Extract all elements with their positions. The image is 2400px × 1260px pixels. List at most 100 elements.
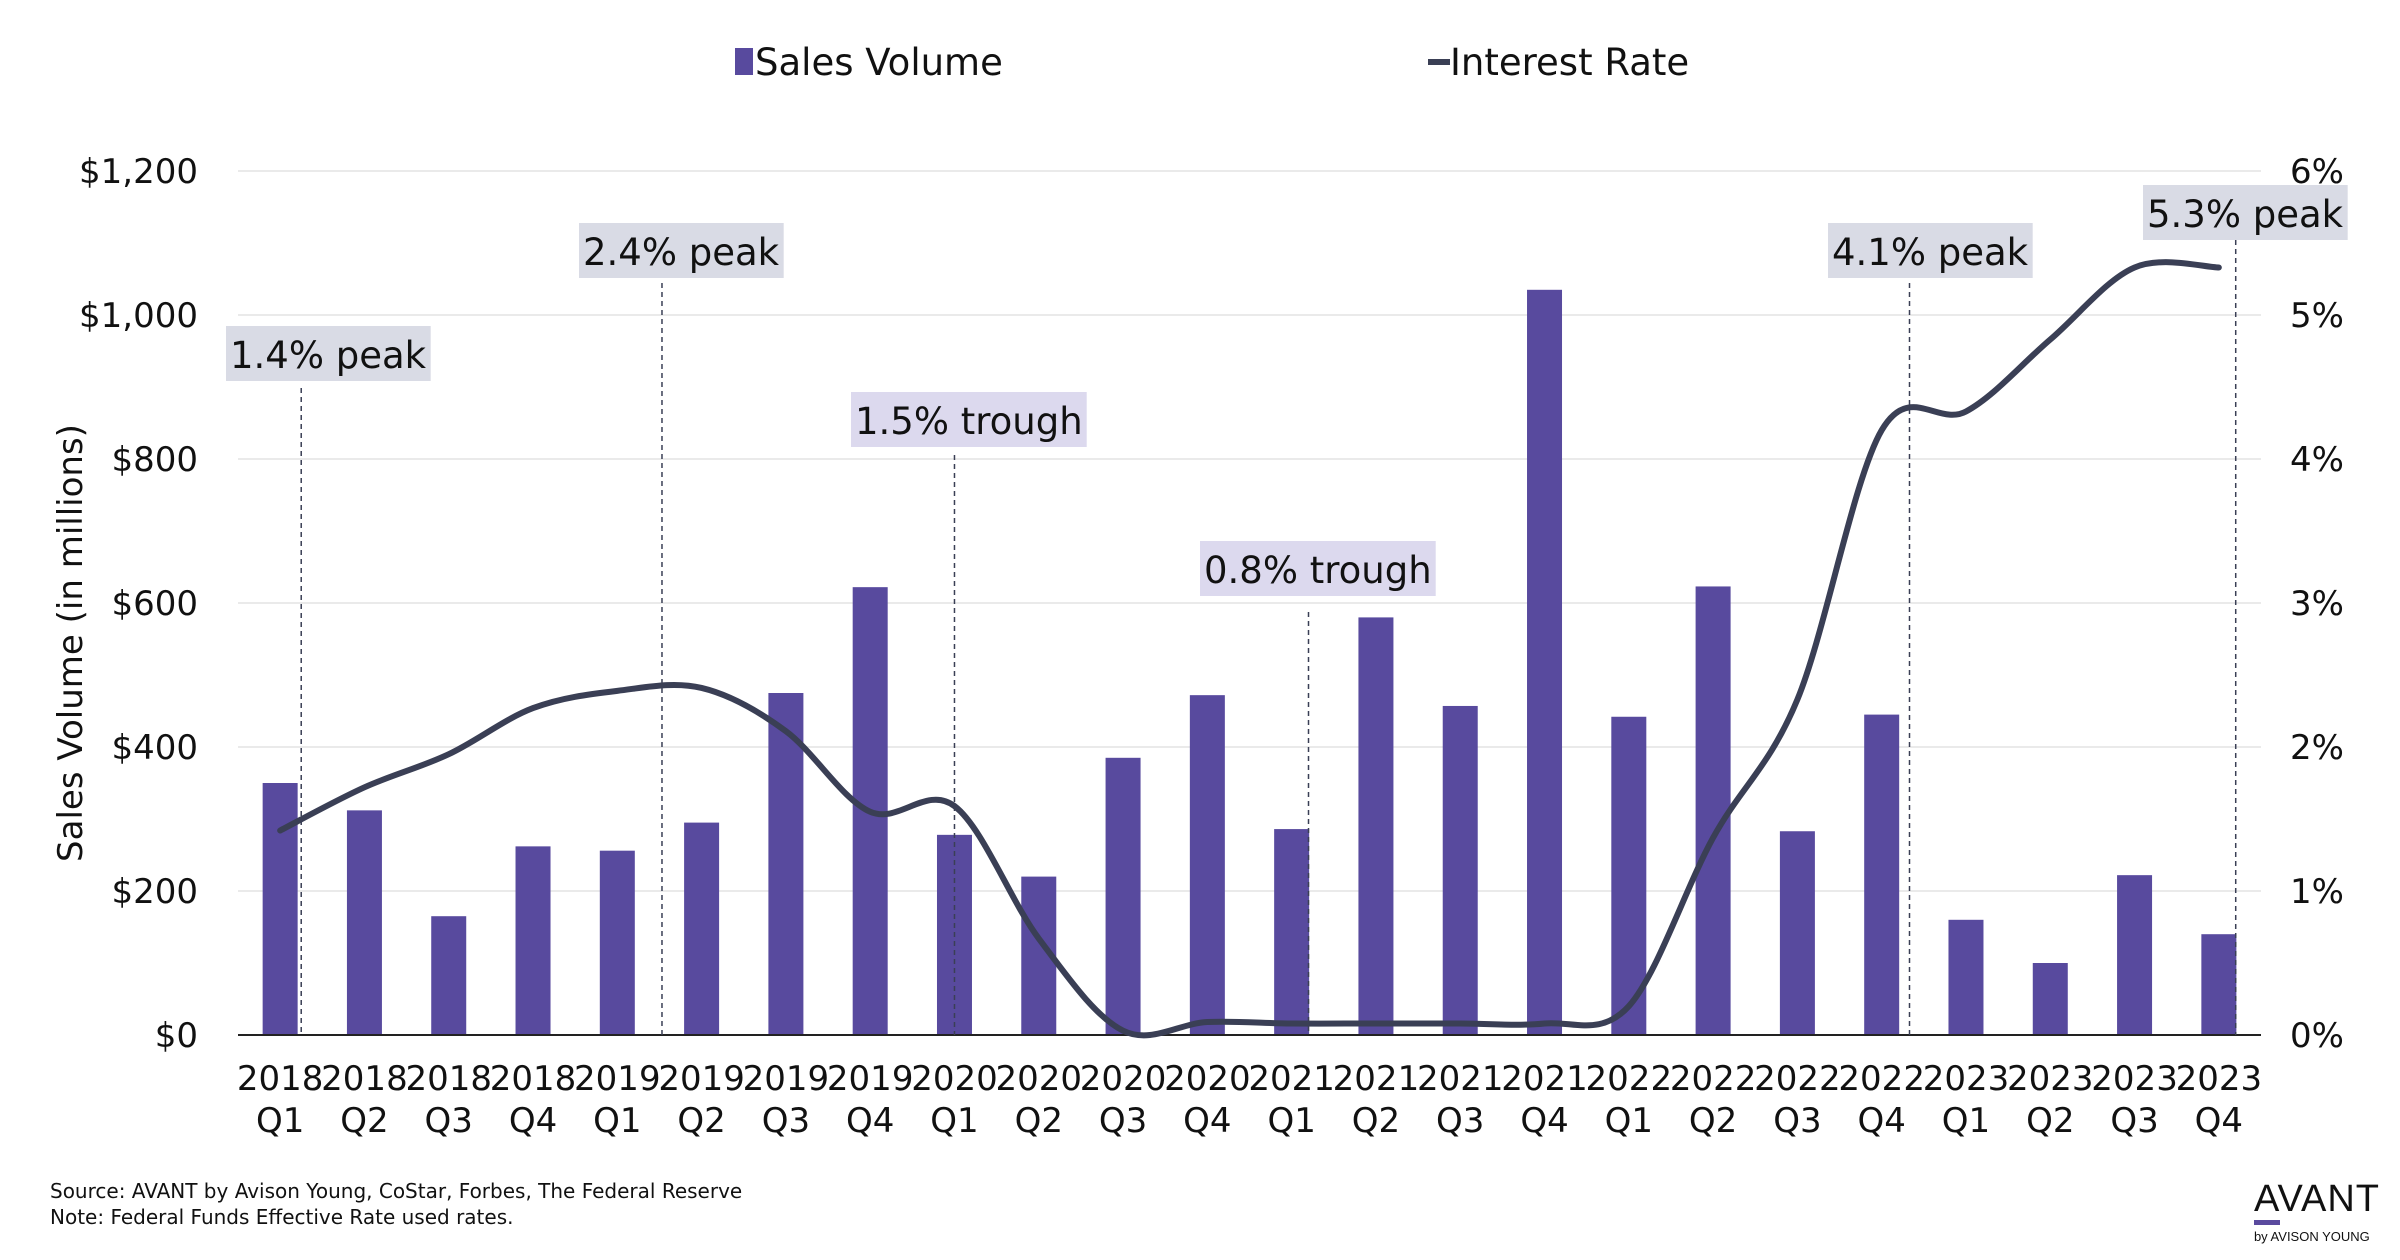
y-tick-label: $0 bbox=[155, 1016, 198, 1056]
x-tick-quarter: Q3 bbox=[1099, 1101, 1147, 1141]
x-tick-year: 2020 bbox=[996, 1059, 1083, 1099]
bar bbox=[2201, 934, 2237, 1035]
y-tick-label: $800 bbox=[111, 440, 198, 480]
legend-label-interest-rate: Interest Rate bbox=[1450, 41, 1689, 84]
bar bbox=[768, 693, 804, 1035]
x-tick-year: 2020 bbox=[911, 1059, 998, 1099]
x-tick-year: 2023 bbox=[1923, 1059, 2010, 1099]
annotation-label: 4.1% peak bbox=[1832, 231, 2029, 274]
bar bbox=[1948, 919, 1984, 1035]
x-tick-year: 2018 bbox=[321, 1059, 408, 1099]
x-tick-quarter: Q2 bbox=[2026, 1101, 2074, 1141]
bar bbox=[2032, 963, 2068, 1035]
x-tick-quarter: Q2 bbox=[677, 1101, 725, 1141]
x-tick-quarter: Q1 bbox=[1942, 1101, 1990, 1141]
bar bbox=[2117, 875, 2153, 1035]
annotation-label: 0.8% trough bbox=[1204, 549, 1432, 592]
annotation-label: 5.3% peak bbox=[2147, 193, 2344, 236]
bar bbox=[1274, 829, 1310, 1035]
x-tick-year: 2022 bbox=[1838, 1059, 1925, 1099]
x-tick-quarter: Q2 bbox=[1352, 1101, 1400, 1141]
x-tick-quarter: Q1 bbox=[256, 1101, 304, 1141]
x-tick-year: 2018 bbox=[237, 1059, 324, 1099]
y2-tick-label: 2% bbox=[2290, 728, 2344, 768]
x-tick-quarter: Q4 bbox=[509, 1101, 557, 1141]
bar bbox=[684, 822, 720, 1035]
legend-swatch-sales-volume bbox=[735, 48, 753, 75]
logo-wordmark: AVANT bbox=[2253, 1178, 2380, 1220]
x-tick-quarter: Q4 bbox=[1857, 1101, 1905, 1141]
bar bbox=[1527, 289, 1563, 1035]
y2-tick-label: 0% bbox=[2290, 1016, 2344, 1056]
y2-tick-label: 4% bbox=[2290, 440, 2344, 480]
annotation-box bbox=[1200, 541, 1436, 596]
annotation-box bbox=[2143, 185, 2348, 240]
y2-tick-label: 1% bbox=[2290, 872, 2344, 912]
x-tick-year: 2018 bbox=[490, 1059, 577, 1099]
annotation-label: 1.4% peak bbox=[230, 334, 427, 377]
x-tick-quarter: Q2 bbox=[340, 1101, 388, 1141]
x-tick-year: 2021 bbox=[1333, 1059, 1420, 1099]
source-text: Source: AVANT by Avison Young, CoStar, F… bbox=[50, 1179, 743, 1203]
x-tick-year: 2020 bbox=[1080, 1059, 1167, 1099]
x-tick-quarter: Q3 bbox=[2110, 1101, 2158, 1141]
y-tick-label: $1,200 bbox=[79, 152, 198, 192]
x-tick-year: 2018 bbox=[405, 1059, 492, 1099]
x-tick-year: 2019 bbox=[827, 1059, 914, 1099]
logo-subtitle: by AVISON YOUNG bbox=[2253, 1229, 2370, 1244]
y2-tick-label: 3% bbox=[2290, 584, 2344, 624]
x-tick-year: 2023 bbox=[2176, 1059, 2263, 1099]
x-tick-year: 2019 bbox=[743, 1059, 830, 1099]
x-tick-year: 2019 bbox=[658, 1059, 745, 1099]
x-tick-quarter: Q3 bbox=[762, 1101, 810, 1141]
y-tick-label: $400 bbox=[111, 728, 198, 768]
y2-tick-label: 5% bbox=[2290, 296, 2344, 336]
x-tick-quarter: Q2 bbox=[1015, 1101, 1063, 1141]
x-tick-quarter: Q1 bbox=[930, 1101, 978, 1141]
x-tick-quarter: Q4 bbox=[1183, 1101, 1231, 1141]
bar bbox=[1358, 617, 1394, 1035]
bar bbox=[1611, 716, 1647, 1035]
note-text: Note: Federal Funds Effective Rate used … bbox=[50, 1205, 514, 1229]
x-tick-year: 2022 bbox=[1670, 1059, 1757, 1099]
bar bbox=[1189, 695, 1225, 1035]
x-tick-quarter: Q3 bbox=[1773, 1101, 1821, 1141]
x-tick-year: 2022 bbox=[1586, 1059, 1673, 1099]
annotation-label: 1.5% trough bbox=[855, 400, 1083, 443]
bar bbox=[515, 846, 551, 1035]
avant-logo: AVANT by AVISON YOUNG bbox=[2253, 1178, 2380, 1244]
x-tick-year: 2021 bbox=[1417, 1059, 1504, 1099]
annotation-box bbox=[851, 392, 1087, 447]
x-tick-quarter: Q1 bbox=[1267, 1101, 1315, 1141]
x-tick-quarter: Q1 bbox=[1605, 1101, 1653, 1141]
bar bbox=[1442, 705, 1478, 1035]
x-tick-year: 2022 bbox=[1754, 1059, 1841, 1099]
x-tick-quarter: Q4 bbox=[846, 1101, 894, 1141]
x-tick-quarter: Q1 bbox=[593, 1101, 641, 1141]
annotation-box bbox=[226, 326, 431, 381]
x-tick-quarter: Q4 bbox=[1520, 1101, 1568, 1141]
bar bbox=[1864, 714, 1900, 1035]
x-tick-quarter: Q2 bbox=[1689, 1101, 1737, 1141]
x-tick-quarter: Q4 bbox=[2195, 1101, 2243, 1141]
x-tick-year: 2021 bbox=[1248, 1059, 1335, 1099]
bar bbox=[1105, 757, 1141, 1035]
bar bbox=[431, 916, 467, 1035]
x-tick-quarter: Q3 bbox=[1436, 1101, 1484, 1141]
x-tick-year: 2020 bbox=[1164, 1059, 1251, 1099]
x-tick-year: 2019 bbox=[574, 1059, 661, 1099]
interest-rate-line bbox=[277, 259, 2222, 1039]
legend-label-sales-volume: Sales Volume bbox=[755, 41, 1003, 84]
x-tick-year: 2023 bbox=[2007, 1059, 2094, 1099]
bar bbox=[1695, 586, 1731, 1035]
bar bbox=[599, 850, 635, 1035]
logo-accent-bar bbox=[2253, 1220, 2280, 1225]
y-tick-label: $600 bbox=[111, 584, 198, 624]
x-tick-year: 2021 bbox=[1501, 1059, 1588, 1099]
x-tick-quarter: Q3 bbox=[425, 1101, 473, 1141]
annotation-label: 2.4% peak bbox=[583, 231, 780, 274]
annotation-box bbox=[579, 223, 784, 278]
y-axis-label: Sales Volume (in millions) bbox=[51, 424, 91, 862]
annotation-box bbox=[1828, 223, 2033, 278]
